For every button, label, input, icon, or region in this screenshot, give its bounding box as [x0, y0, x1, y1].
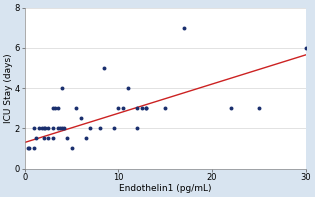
Point [50, 137, 55, 140]
Point [88, 127, 93, 130]
Point [52, 107, 57, 110]
Point [102, 66, 107, 70]
Point [135, 127, 140, 130]
Y-axis label: ICU Stay (days): ICU Stay (days) [4, 53, 13, 123]
Point [36, 127, 41, 130]
Point [139, 107, 144, 110]
Point [60, 127, 65, 130]
Point [74, 107, 79, 110]
Point [181, 26, 186, 29]
Point [46, 137, 51, 140]
Point [50, 107, 55, 110]
Point [33, 137, 38, 140]
Point [144, 107, 149, 110]
Point [116, 107, 121, 110]
Point [121, 107, 126, 110]
Point [25, 147, 30, 150]
Point [64, 137, 69, 140]
Point [228, 107, 233, 110]
Point [55, 107, 60, 110]
Point [69, 147, 74, 150]
Point [60, 86, 65, 90]
Point [83, 137, 88, 140]
Point [144, 107, 149, 110]
Point [163, 107, 168, 110]
Point [41, 137, 46, 140]
Point [43, 127, 48, 130]
Point [55, 127, 60, 130]
Point [46, 127, 51, 130]
Point [111, 127, 116, 130]
Point [41, 127, 46, 130]
Point [27, 147, 32, 150]
Point [50, 127, 55, 130]
Point [256, 107, 261, 110]
Point [32, 127, 37, 130]
Point [97, 127, 102, 130]
Point [39, 127, 44, 130]
Point [61, 127, 66, 130]
Point [78, 117, 83, 120]
Point [135, 107, 140, 110]
Point [58, 127, 63, 130]
Point [32, 147, 37, 150]
Point [125, 86, 130, 90]
Point [303, 46, 308, 49]
X-axis label: Endothelin1 (pg/mL): Endothelin1 (pg/mL) [119, 184, 211, 193]
